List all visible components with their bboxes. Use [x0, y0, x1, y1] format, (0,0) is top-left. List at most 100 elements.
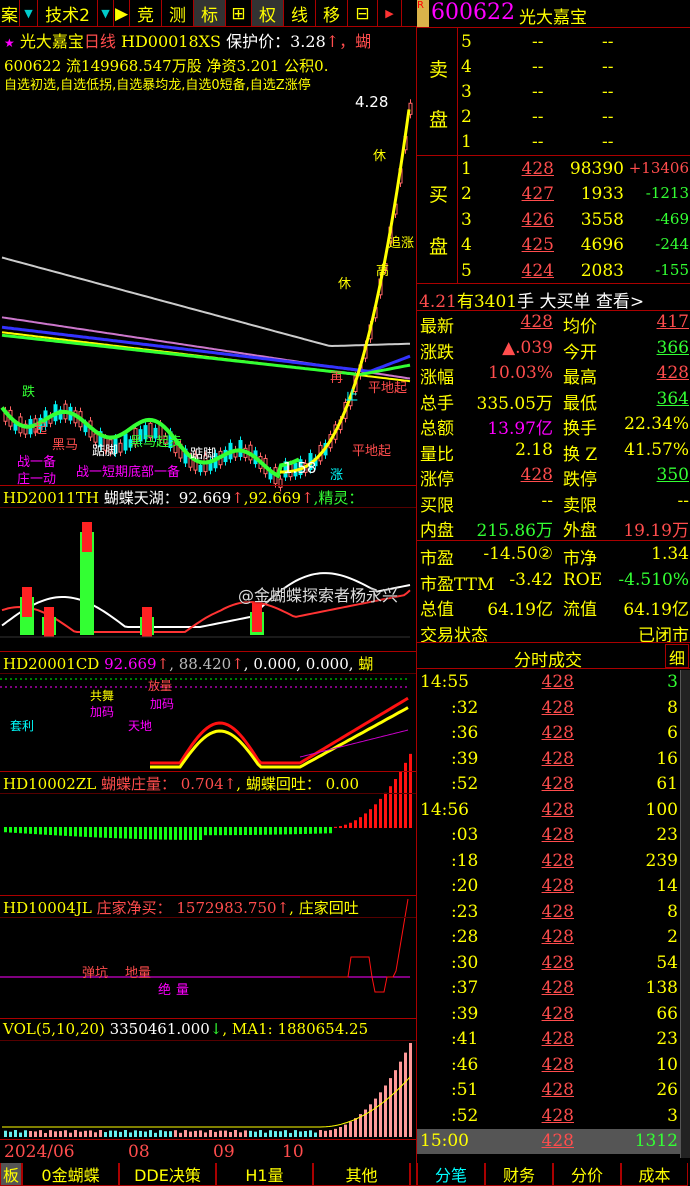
toolbar-button-12[interactable]: ⊟	[348, 0, 378, 26]
bottom-tab-right-1[interactable]: 财务	[485, 1163, 553, 1186]
zl-bar	[164, 827, 167, 840]
vol-bar	[124, 1130, 127, 1137]
panel-header-2[interactable]: HD10002ZL 蝴蝶庄量： 0.704↑, 蝴蝶回吐： 0.00	[3, 773, 359, 794]
indicator-name[interactable]: HD20001CD	[3, 655, 100, 673]
toolbar-button-3[interactable]: ▼	[98, 0, 114, 26]
bottom-tab-right-3[interactable]: 成本	[621, 1163, 688, 1186]
buy-level-row[interactable]: 2 427 1933 -1213	[417, 182, 690, 207]
indicator-value: ↑	[231, 489, 244, 507]
zl-bar	[129, 827, 132, 839]
panel-header-0[interactable]: HD20011TH 蝴蝶天湖：92.669↑,92.669↑,精灵：	[3, 487, 363, 508]
panel-header-4[interactable]: VOL(5,10,20) 3350461.000↓, MA1: 1880654.…	[3, 1020, 368, 1038]
buy-level-row[interactable]: 1 428 98390 +13406	[417, 157, 690, 182]
stat-label: 最高	[563, 368, 597, 388]
toolbar-button-9[interactable]: 权	[252, 0, 284, 26]
vol-bar	[64, 1130, 67, 1137]
panel-header-3[interactable]: HD10004JL 庄家净买： 1572983.750↑, 庄家回吐	[3, 897, 359, 918]
tick-volume: 14	[656, 876, 678, 896]
bottom-tab-right-0[interactable]: 分笔	[417, 1163, 485, 1186]
tick-row: :28 428 2	[417, 925, 690, 950]
indicator-value: , 88.420	[169, 655, 232, 673]
sell-level-row[interactable]: 4 -- --	[417, 55, 690, 80]
chart-annotation: 休	[338, 277, 352, 292]
buy-level-row[interactable]: 3 426 3558 -469	[417, 208, 690, 233]
big-order-view-link[interactable]: 手 大买单 查看>	[517, 292, 645, 312]
divider	[417, 668, 690, 669]
vol-bar	[389, 1078, 392, 1137]
bottom-tab-right-2[interactable]: 分价	[553, 1163, 621, 1186]
big-order-banner[interactable]: 4.21有3401手 大买单 查看>	[417, 285, 690, 312]
panel-divider	[0, 485, 416, 486]
bottom-tab-left-4[interactable]: 其他	[313, 1163, 410, 1186]
vol-bar	[104, 1132, 107, 1137]
indicator-name[interactable]: VOL(5,10,20)	[3, 1020, 105, 1038]
toolbar-button-7[interactable]: 标	[194, 0, 226, 26]
chart-area[interactable]: ★ 光大嘉宝日线 HD00018XS 保护价：3.28↑，蝴 600622 流1…	[0, 27, 417, 1163]
vol-bar	[294, 1130, 297, 1137]
toolbar-button-0[interactable]: 案	[0, 0, 20, 26]
buy-level-row[interactable]: 4 425 4696 -244	[417, 233, 690, 258]
stat-value: ▲.039	[502, 337, 553, 358]
sell-level-row[interactable]: 1 -- --	[417, 130, 690, 155]
level-volume: 1933	[580, 184, 624, 205]
indicator-name[interactable]: HD20011TH	[3, 489, 99, 507]
zl-bar	[84, 827, 87, 837]
sell-label: 卖	[429, 59, 449, 81]
tick-volume: 2	[667, 927, 678, 947]
level-number: 1	[461, 132, 472, 152]
toolbar-button-11[interactable]: 移	[316, 0, 348, 26]
bottom-tab-left-3[interactable]: H1量	[216, 1163, 313, 1186]
toolbar-button-2[interactable]: 技术2	[38, 0, 98, 26]
vol-bar	[404, 1052, 407, 1137]
date-axis-line	[0, 1139, 416, 1140]
vol-bar	[84, 1130, 87, 1137]
sell-level-row[interactable]: 5 -- --	[417, 30, 690, 55]
candle	[198, 464, 203, 473]
vol-bar	[219, 1130, 222, 1137]
panel-header-1[interactable]: HD20001CD 92.669↑, 88.420↑, 0.000, 0.000…	[3, 653, 373, 674]
stat-value: 350	[656, 465, 689, 485]
chart-canvas[interactable]	[0, 27, 417, 1163]
stat-label: 涨停	[420, 470, 454, 490]
candle	[278, 478, 283, 488]
indicator-value: ↑	[223, 775, 237, 793]
toolbar-button-1[interactable]: ▼	[20, 0, 38, 26]
bottom-tab-left-0[interactable]: 板	[0, 1163, 22, 1186]
level-price: 425	[521, 235, 554, 256]
zl-bar	[39, 827, 42, 835]
indicator-name[interactable]: HD10004JL	[3, 899, 92, 917]
toolbar-button-4[interactable]: ▶	[114, 0, 130, 26]
vol-bar	[189, 1131, 192, 1137]
vol-bar	[274, 1131, 277, 1137]
tick-price: 428	[541, 1054, 574, 1075]
indicator-name[interactable]: HD00018XS	[120, 32, 222, 51]
tick-time: :37	[451, 978, 479, 998]
zl-bar	[114, 827, 117, 839]
sell-level-row[interactable]: 2 -- --	[417, 105, 690, 130]
level-volume: 3558	[580, 209, 624, 230]
tick-volume: 3	[667, 672, 678, 692]
indicator-value: 92.669	[104, 655, 157, 673]
stock-code[interactable]: 600622	[431, 0, 515, 25]
toolbar-button-10[interactable]: 线	[284, 0, 316, 26]
toolbar-button-6[interactable]: 测	[162, 0, 194, 26]
bottom-tab-left-2[interactable]: DDE决策	[119, 1163, 216, 1186]
tick-volume: 6	[667, 723, 678, 743]
buy-level-row[interactable]: 5 424 2083 -155	[417, 259, 690, 284]
toolbar-button-8[interactable]: ⊞	[226, 0, 252, 26]
detail-button[interactable]: 细	[665, 644, 689, 668]
indicator-name[interactable]: HD10002ZL	[3, 775, 97, 793]
ticks-scrollbar[interactable]	[680, 670, 690, 1158]
vol-bar	[324, 1130, 327, 1137]
sell-level-row[interactable]: 3 -- --	[417, 80, 690, 105]
vol-bar	[179, 1132, 182, 1137]
low-price-label: 1.58	[283, 459, 317, 477]
toolbar-button-13[interactable]: ▶	[378, 0, 402, 26]
date-tick: 2024/06	[4, 1142, 75, 1162]
zl-bar	[124, 827, 127, 839]
toolbar-button-5[interactable]: 竞	[130, 0, 162, 26]
tick-volume: 61	[656, 774, 678, 794]
stat-row: 买限 -- 卖限 --	[417, 489, 690, 516]
bottom-tab-left-1[interactable]: 0金蝴蝶	[22, 1163, 119, 1186]
period-label[interactable]: 日线	[83, 32, 116, 51]
